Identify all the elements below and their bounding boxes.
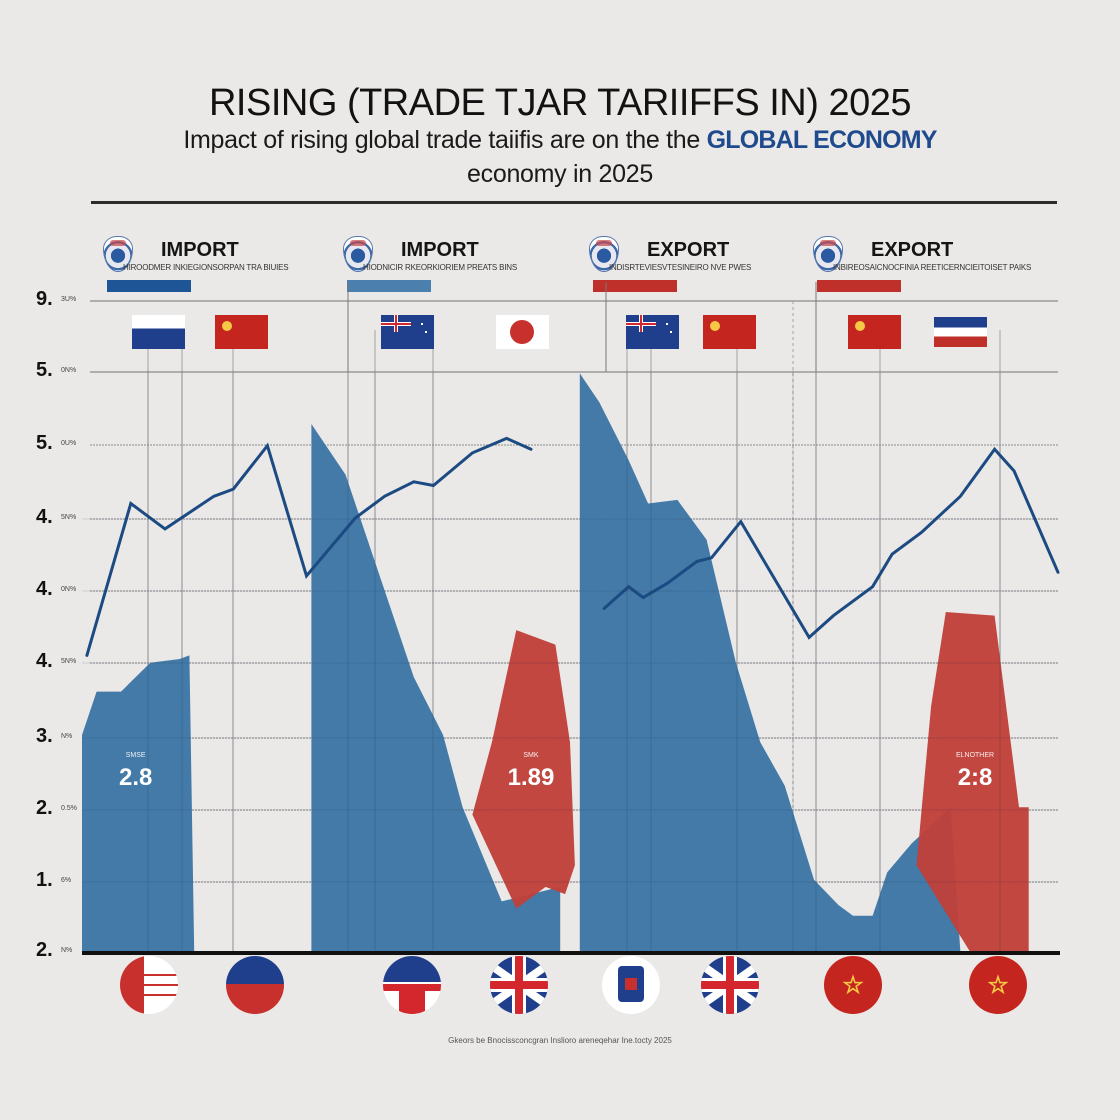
- y-tick-sublabel: 0U%: [61, 440, 77, 447]
- chart-subtitle: Impact of rising global trade taiifis ar…: [0, 126, 1120, 155]
- subtitle-accent: GLOBAL ECONOMY: [706, 126, 938, 154]
- legend-swatch: [593, 280, 677, 292]
- china-emblem-flag-icon: ☆: [969, 956, 1027, 1014]
- legend-desc: Indisrteviesvtesineiro nve pwes: [609, 263, 752, 272]
- y-tick-label: 4.: [36, 506, 53, 528]
- china-emblem-flag-icon: ☆: [824, 956, 882, 1014]
- data-label-value: 2:8: [957, 763, 993, 791]
- uk-flag-icon: [490, 956, 548, 1014]
- shield-emblem-icon: [813, 236, 843, 272]
- y-tick-sublabel: N%: [61, 947, 73, 954]
- australia-flag-icon: [381, 315, 434, 349]
- legend-swatch: [347, 280, 431, 292]
- chart-subtitle-line2: economy in 2025: [467, 160, 653, 188]
- legend-label: EXPORT: [871, 239, 954, 261]
- y-tick-label: 4.: [36, 650, 53, 672]
- y-tick-sublabel: 6%: [61, 877, 72, 884]
- data-label-caption: ELNOTHER: [955, 751, 995, 759]
- data-label-value: 2.8: [118, 763, 153, 791]
- y-tick-sublabel: 5N%: [61, 658, 77, 665]
- legend-item-import-1: IMPORT Hiroodmer Inkiegionsorpan tra Biu…: [103, 234, 333, 294]
- legend-item-export-1: EXPORT Indisrteviesvtesineiro nve pwes: [589, 234, 819, 294]
- area-series-4: [916, 612, 1029, 952]
- area-series-2: [472, 630, 575, 909]
- title-divider: [91, 201, 1057, 204]
- legend-swatch: [107, 280, 191, 292]
- legend-label: IMPORT: [161, 239, 239, 261]
- y-tick-label: 3.: [36, 725, 53, 747]
- data-label-value: 1.89: [507, 763, 555, 791]
- legend-swatch: [817, 280, 901, 292]
- area-series-0: [82, 655, 195, 952]
- y-tick-label: 2.: [36, 797, 53, 819]
- data-label-caption: SMK: [523, 751, 539, 759]
- russia-flag-icon: [132, 315, 185, 349]
- y-tick-label: 2.: [36, 939, 53, 961]
- new-zealand-flag-icon: [626, 315, 679, 349]
- footnote: Gkeors be Bnocissconcgran Inslioro arene…: [448, 1036, 672, 1045]
- china-flag-icon: [848, 315, 901, 349]
- legend-item-import-2: IMPORT Hiodnicir Rkeorkioriem Preats Bin…: [343, 234, 573, 294]
- trend-line-6: [602, 446, 1060, 640]
- y-tick-sublabel: 3U%: [61, 296, 77, 303]
- y-tick-sublabel: N%: [61, 733, 73, 740]
- uk-flag-icon: [701, 956, 759, 1014]
- chart-title: RISING (TRADE TJAR TARIIFFS IN) 2025: [208, 82, 912, 124]
- shield-emblem-icon: [343, 236, 373, 272]
- legend-desc: Inbireosaicnocfinia reeticerncieitoiset …: [833, 263, 1032, 272]
- area-series-3: [579, 373, 961, 952]
- y-tick-label: 4.: [36, 578, 53, 600]
- stripes-flag-icon: [120, 956, 178, 1014]
- emblem-flag-icon: [602, 956, 660, 1014]
- fiji-flag-icon: [383, 956, 441, 1014]
- data-label-caption: SMSE: [125, 751, 146, 759]
- y-tick-label: 9.: [36, 288, 53, 310]
- legend-label: IMPORT: [401, 239, 479, 261]
- legend-desc: Hiroodmer Inkiegionsorpan tra Biuies: [123, 263, 289, 272]
- legend-item-export-2: EXPORT Inbireosaicnocfinia reeticernciei…: [813, 234, 1043, 294]
- area-series-1: [311, 424, 561, 952]
- y-tick-sublabel: 0N%: [61, 586, 77, 593]
- china-flag-icon: [215, 315, 268, 349]
- shield-emblem-icon: [103, 236, 133, 272]
- japan-flag-icon: [496, 315, 549, 349]
- y-tick-label: 5.: [36, 359, 53, 381]
- y-tick-sublabel: 5N%: [61, 514, 77, 521]
- y-tick-label: 1.: [36, 869, 53, 891]
- trend-line-5: [85, 436, 533, 657]
- thailand-flag-icon: [934, 317, 987, 347]
- china-flag-icon: [703, 315, 756, 349]
- legend-label: EXPORT: [647, 239, 730, 261]
- subtitle-main: Impact of rising global trade taiifis ar…: [183, 126, 700, 154]
- y-tick-label: 5.: [36, 432, 53, 454]
- samoa-flag-icon: [226, 956, 284, 1014]
- y-tick-sublabel: 0N%: [61, 367, 77, 374]
- shield-emblem-icon: [589, 236, 619, 272]
- legend-desc: Hiodnicir Rkeorkioriem Preats Bins: [363, 263, 517, 272]
- y-tick-sublabel: 0.5%: [61, 805, 77, 812]
